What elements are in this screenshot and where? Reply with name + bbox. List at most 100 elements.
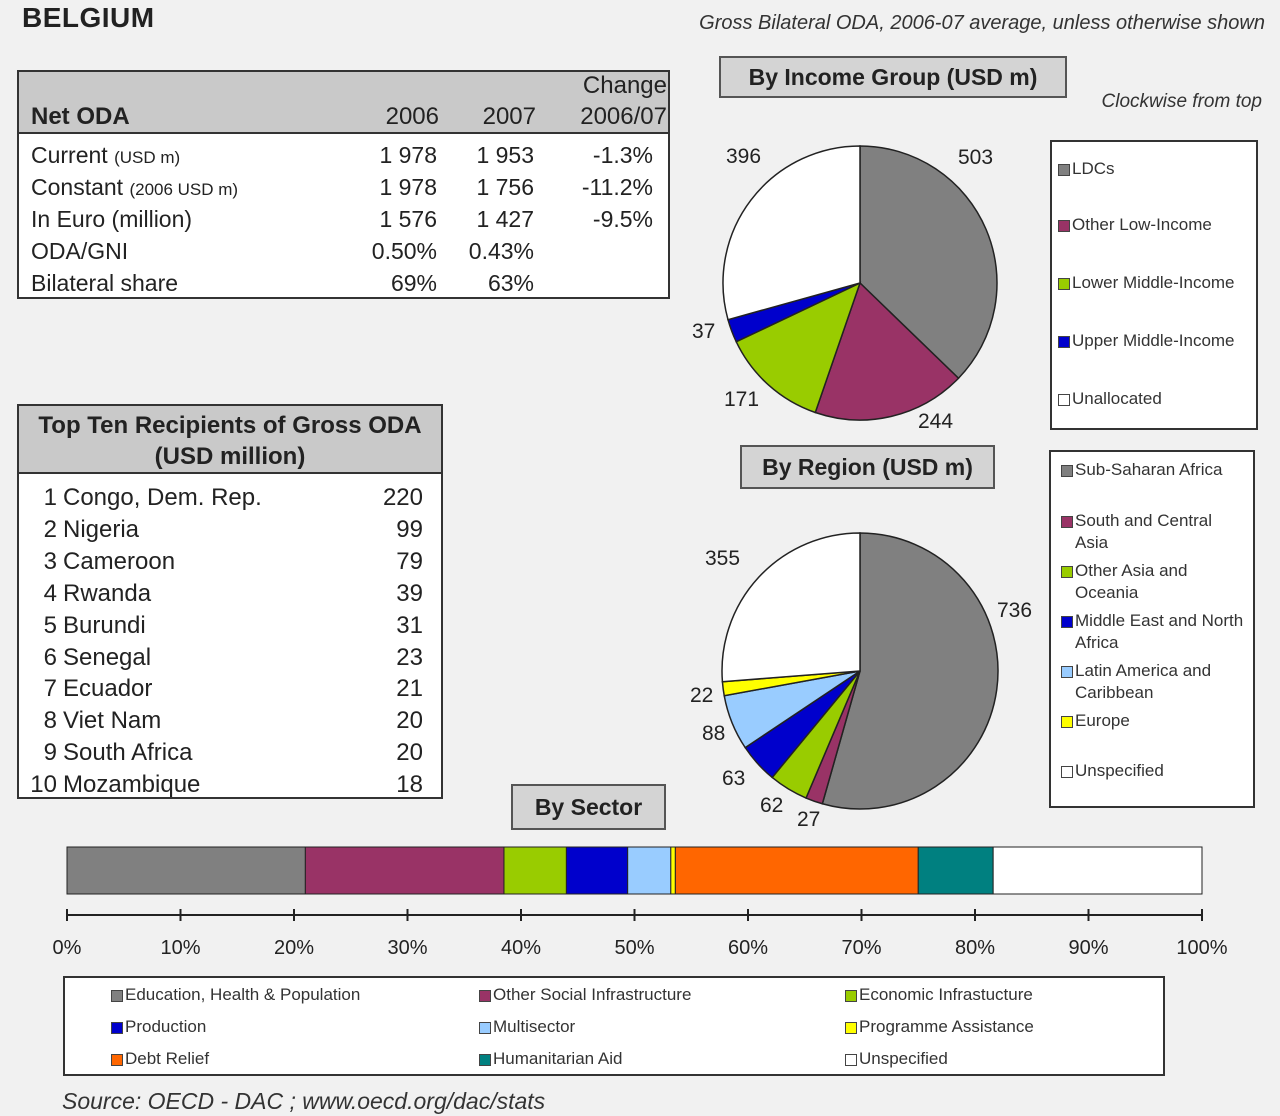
legend-swatch (1061, 516, 1073, 528)
net-oda-title: Net ODA (31, 103, 130, 130)
legend-label: Programme Assistance (859, 1017, 1034, 1036)
pie-value-label: 736 (997, 599, 1033, 622)
pie-value-label: 88 (702, 722, 726, 745)
legend-swatch (1061, 465, 1073, 477)
recipient-name: Burundi (63, 611, 146, 639)
income-pie-chart (722, 145, 998, 421)
row-label-text: ODA/GNI (31, 238, 129, 264)
top-ten-title: Top Ten Recipients of Gross ODA (38, 412, 422, 439)
net-oda-change-value: -11.2% (581, 174, 653, 200)
sector-tick-label: 90% (1068, 937, 1109, 959)
net-oda-row-label: Bilateral share (31, 270, 178, 297)
legend-swatch (1058, 394, 1070, 406)
legend-swatch (845, 1022, 857, 1034)
sector-legend: Education, Health & Population Other Soci… (63, 976, 1165, 1076)
country-title: BELGIUM (22, 2, 155, 33)
top-ten-subtitle: (USD million) (154, 443, 306, 470)
source-note: Source: OECD - DAC ; www.oecd.org/dac/st… (62, 1088, 546, 1114)
legend-swatch (845, 1054, 857, 1066)
legend-label: Lower Middle-Income (1072, 273, 1235, 292)
legend-label: Unspecified (1075, 761, 1164, 780)
recipient-row: 8 Viet Nam 20 (19, 707, 441, 739)
region-pie-chart (721, 532, 999, 810)
sector-segment-humanitarian-aid (917, 846, 994, 895)
legend-swatch (111, 1022, 123, 1034)
legend-swatch (479, 1054, 491, 1066)
recipient-rank: 7 (43, 675, 57, 703)
recipient-name: Ecuador (63, 675, 153, 703)
recipient-name: Congo, Dem. Rep. (63, 484, 262, 511)
legend-swatch (1058, 164, 1070, 176)
legend-label: Europe (1075, 711, 1130, 730)
legend-swatch (111, 990, 123, 1002)
recipient-rank: 8 (43, 707, 57, 735)
pie-slice-other-low-income (814, 281, 960, 421)
sector-tick-label: 0% (52, 937, 82, 959)
net-oda-2006-value: 69% (390, 270, 437, 296)
recipient-value: 23 (396, 643, 423, 671)
pie-value-label: 22 (690, 684, 714, 707)
sector-segment-education-health-population (66, 846, 306, 895)
sector-tick-label: 60% (727, 937, 769, 959)
legend-swatch (1061, 766, 1073, 778)
recipient-value: 220 (382, 484, 423, 511)
net-oda-2007-value: 1 953 (476, 142, 534, 168)
net-oda-row-label: ODA/GNI (31, 238, 128, 265)
row-label-text: Current (31, 142, 108, 168)
net-oda-header: Net ODA 2006 2007 Change 2006/07 (19, 72, 668, 134)
legend-label: Multisector (493, 1017, 576, 1036)
sector-segment-programme-assistance (670, 846, 676, 895)
legend-label: Middle East and North Africa (1075, 611, 1244, 652)
legend-swatch (479, 990, 491, 1002)
income-legend: LDCs Other Low-Income Lower Middle-Income U… (1050, 140, 1258, 430)
recipient-row: 9 South Africa 20 (19, 739, 441, 771)
recipient-name: South Africa (63, 739, 193, 767)
legend-swatch (479, 1022, 491, 1034)
legend-label: South and Central Asia (1075, 511, 1213, 552)
recipient-name: Nigeria (63, 515, 140, 543)
net-oda-change-value: -1.3% (592, 142, 653, 168)
page-subtitle: Gross Bilateral ODA, 2006-07 average, un… (699, 12, 1265, 34)
legend-swatch (1061, 566, 1073, 578)
sector-tick-label: 70% (841, 937, 882, 959)
net-oda-2007-value: 63% (487, 270, 534, 296)
income-group-title: By Income Group (USD m) (719, 56, 1067, 98)
legend-label: Humanitarian Aid (493, 1049, 623, 1068)
recipient-name: Mozambique (63, 771, 201, 799)
net-oda-2006-value: 1 978 (379, 142, 437, 168)
col-change-line2: 2006/07 (580, 103, 667, 130)
sector-segment-debt-relief (674, 846, 919, 895)
sector-tick-label: 20% (273, 937, 315, 959)
pie-value-label: 171 (724, 388, 760, 411)
recipient-row: 1 Congo, Dem. Rep. 220 (19, 484, 441, 516)
legend-label: Production (125, 1017, 207, 1036)
net-oda-change-value: -9.5% (592, 206, 653, 232)
legend-label: Upper Middle-Income (1072, 331, 1235, 350)
recipient-value: 31 (396, 611, 423, 639)
clockwise-note: Clockwise from top (1101, 91, 1263, 112)
recipient-row: 4 Rwanda 39 (19, 580, 441, 612)
pie-slice-unallocated (722, 145, 861, 321)
recipient-rank: 1 (43, 484, 57, 511)
pie-value-label: 244 (918, 410, 954, 433)
sector-tick-label: 30% (387, 937, 428, 959)
recipient-row: 2 Nigeria 99 (19, 516, 441, 548)
recipient-value: 20 (396, 739, 423, 767)
net-oda-row-label: Current (USD m) (31, 142, 180, 169)
legend-label: Other Low-Income (1072, 215, 1212, 234)
recipient-value: 21 (396, 675, 423, 703)
recipient-row: 3 Cameroon 79 (19, 548, 441, 580)
pie-slice-lower-middle-income (735, 281, 862, 414)
recipient-value: 79 (396, 547, 423, 575)
recipient-value: 99 (396, 515, 423, 543)
net-oda-2006-value: 1 978 (379, 174, 437, 200)
sector-segment-other-social-infrastructure (304, 846, 505, 895)
pie-value-label: 37 (692, 320, 716, 343)
col-2006: 2006 (385, 103, 439, 130)
legend-swatch (1058, 336, 1070, 348)
legend-swatch (111, 1054, 123, 1066)
legend-label: LDCs (1072, 159, 1115, 178)
legend-label: Debt Relief (125, 1049, 210, 1068)
legend-label: Other Asia and Oceania (1075, 561, 1188, 602)
net-oda-row-label: In Euro (million) (31, 206, 192, 233)
